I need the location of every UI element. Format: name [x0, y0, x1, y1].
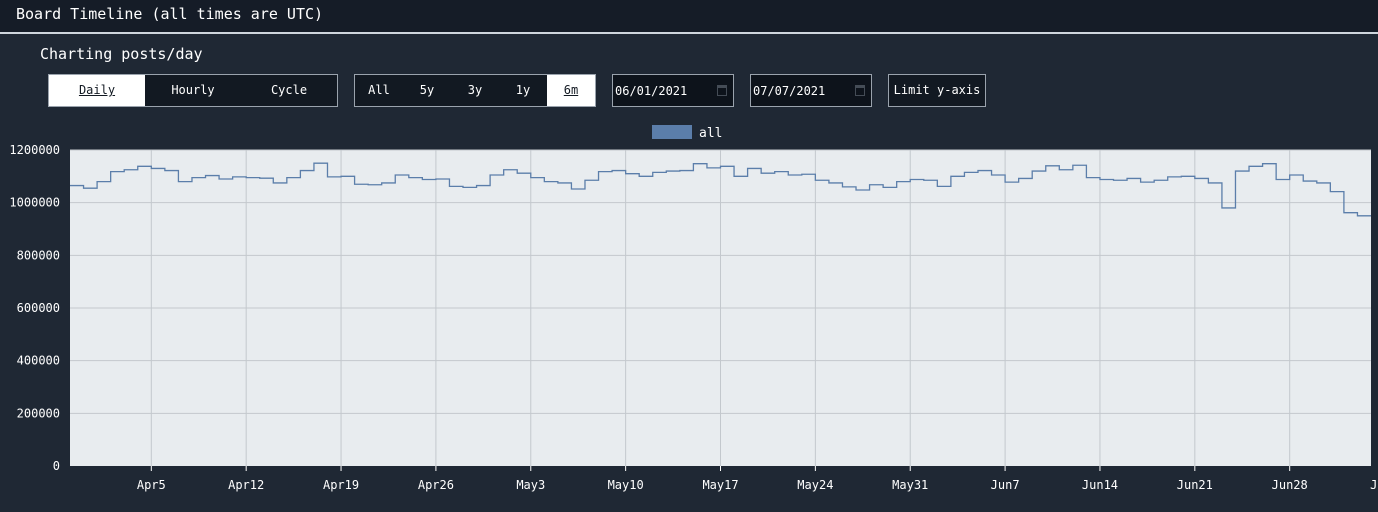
x-tick-label: Jun7 [991, 478, 1020, 492]
end-date-value: 07/07/2021 [753, 84, 826, 98]
header-bar: Board Timeline (all times are UTC) [0, 0, 1378, 34]
x-tick-label: Apr26 [418, 478, 454, 492]
y-tick-label: 600000 [17, 301, 60, 315]
start-date-input[interactable]: 06/01/2021 [612, 74, 734, 107]
range-button-3y[interactable]: 3y [467, 83, 483, 97]
posts-per-day-chart: all 0 200000 400000 600000 800000 1000000 1200… [9, 125, 1378, 492]
x-tick-label: Jun14 [1082, 478, 1118, 492]
x-tick-label: Apr12 [228, 478, 264, 492]
y-tick-label: 0 [53, 459, 60, 473]
end-date-input[interactable]: 07/07/2021 [750, 74, 872, 107]
y-tick-label: 200000 [17, 406, 60, 420]
legend-label: all [699, 126, 722, 141]
x-tick-label: Jun28 [1272, 478, 1308, 492]
range-button-6m[interactable]: 6m [547, 75, 595, 106]
range-selector: All 5y 3y 1y 6m [354, 74, 596, 107]
x-tick-label: May3 [516, 478, 545, 492]
x-axis: Apr5 Apr12 Apr19 Apr26 May3 May10 May17 May24 Ma… [137, 466, 1378, 492]
y-tick-label: 1200000 [9, 143, 60, 157]
start-date-value: 06/01/2021 [615, 84, 688, 98]
x-tick-label: May31 [892, 478, 928, 492]
chart-subtitle: Charting posts/day [40, 45, 203, 63]
mode-button-cycle[interactable]: Cycle [270, 83, 308, 97]
grid-lines [70, 149, 1371, 466]
x-tick-label: Jun21 [1177, 478, 1213, 492]
mode-selector: Daily Hourly Cycle [48, 74, 338, 107]
legend-swatch [652, 125, 692, 139]
limit-y-axis-button[interactable]: Limit y-axis [888, 74, 986, 107]
x-tick-label: May10 [608, 478, 644, 492]
mode-button-daily[interactable]: Daily [49, 75, 145, 106]
x-tick-label: May17 [702, 478, 738, 492]
mode-button-hourly[interactable]: Hourly [171, 83, 215, 97]
page-title: Board Timeline (all times are UTC) [16, 5, 324, 23]
x-tick-label: May24 [797, 478, 833, 492]
y-tick-label: 1000000 [9, 196, 60, 210]
range-button-all[interactable]: All [368, 83, 390, 97]
range-button-1y[interactable]: 1y [515, 83, 531, 97]
x-tick-label: Apr5 [137, 478, 166, 492]
series-line-all [70, 162, 1371, 217]
y-axis: 0 200000 400000 600000 800000 1000000 1200000 [9, 143, 60, 473]
calendar-icon[interactable] [855, 85, 865, 96]
series-layer [70, 162, 1371, 217]
y-tick-label: 400000 [17, 354, 60, 368]
y-tick-label: 800000 [17, 248, 60, 262]
calendar-icon[interactable] [717, 85, 727, 96]
chart-legend[interactable]: all [652, 125, 722, 141]
x-tick-label: Apr19 [323, 478, 359, 492]
range-button-5y[interactable]: 5y [419, 83, 435, 97]
x-tick-label: Jul5 [1370, 478, 1378, 492]
